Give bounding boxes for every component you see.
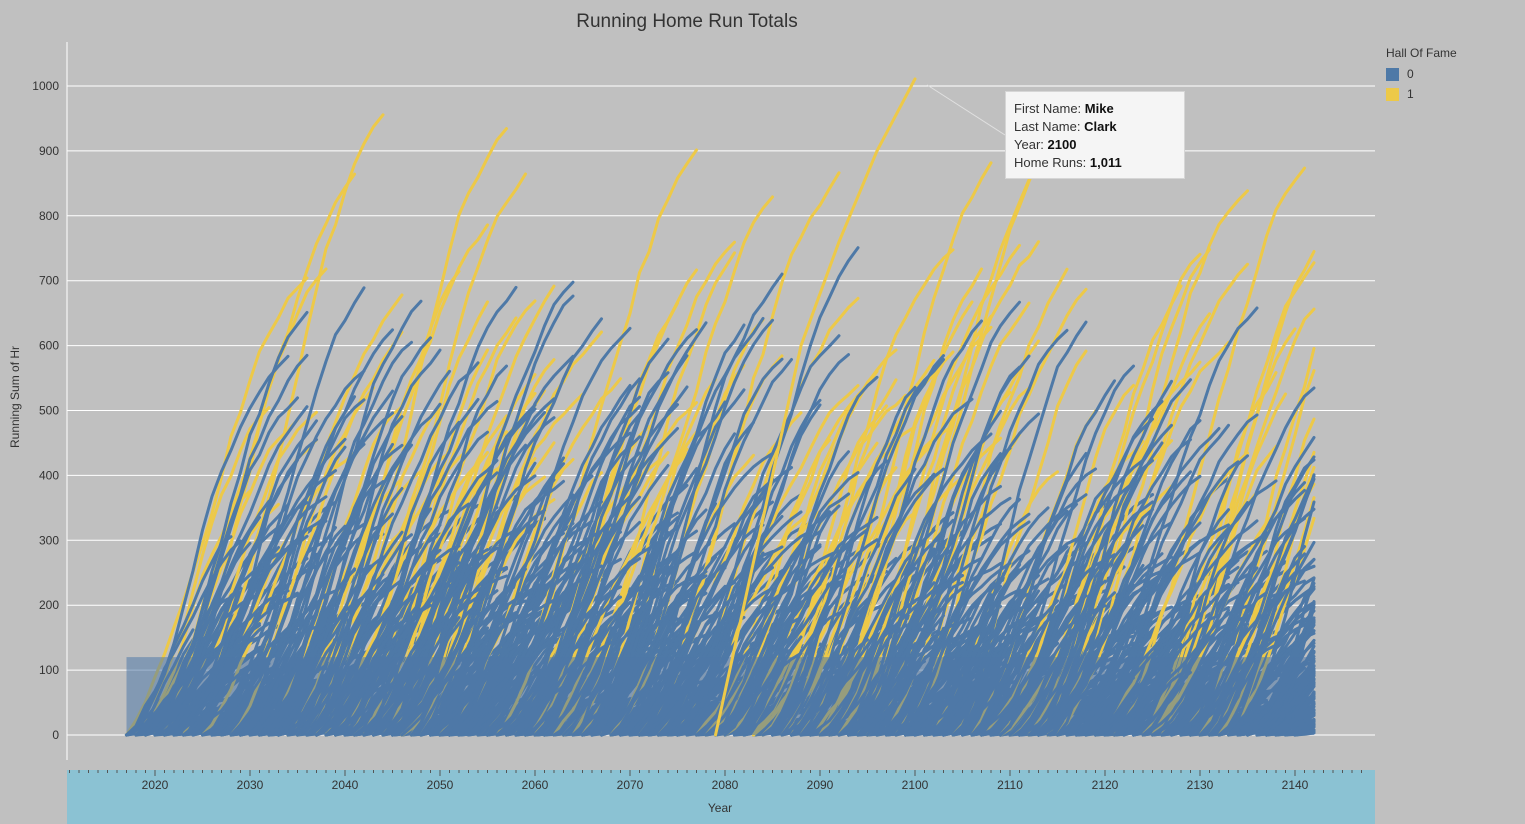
tooltip: First Name: Mike Last Name: Clark Year: … bbox=[1005, 91, 1185, 179]
chart-title: Running Home Run Totals bbox=[576, 11, 797, 32]
x-tick-label: 2080 bbox=[712, 778, 739, 792]
tooltip-key: Last Name: bbox=[1014, 119, 1081, 134]
y-tick-label: 400 bbox=[39, 468, 59, 482]
tooltip-row-year: Year: 2100 bbox=[1014, 136, 1176, 154]
tooltip-key: Home Runs: bbox=[1014, 155, 1087, 170]
legend-label-0: 0 bbox=[1407, 67, 1414, 81]
legend-title: Hall Of Fame bbox=[1386, 46, 1457, 60]
tooltip-value: 2100 bbox=[1047, 137, 1077, 152]
x-tick-label: 2040 bbox=[332, 778, 359, 792]
x-tick-label: 2060 bbox=[522, 778, 549, 792]
y-tick-label: 700 bbox=[39, 274, 59, 288]
highlighted-player-line[interactable] bbox=[714, 77, 917, 737]
y-tick-label: 300 bbox=[39, 533, 59, 547]
x-tick-label: 2140 bbox=[1282, 778, 1309, 792]
y-axis-title: Running Sum of Hr bbox=[8, 346, 22, 448]
dense-band bbox=[126, 657, 1314, 735]
y-tick-label: 1000 bbox=[32, 79, 59, 93]
legend-item-1[interactable]: 1 bbox=[1386, 84, 1457, 104]
y-tick-label: 900 bbox=[39, 144, 59, 158]
x-tick-label: 2100 bbox=[902, 778, 929, 792]
x-axis-band bbox=[67, 770, 1375, 824]
x-tick-labels: 2020 2030 2040 2050 2060 2070 2080 2090 2100 2110… bbox=[142, 778, 1309, 792]
y-tick-label: 200 bbox=[39, 598, 59, 612]
legend-label-1: 1 bbox=[1407, 87, 1414, 101]
x-tick-label: 2070 bbox=[617, 778, 644, 792]
tooltip-row-home-runs: Home Runs: 1,011 bbox=[1014, 154, 1176, 172]
y-tick-label: 600 bbox=[39, 339, 59, 353]
legend: Hall Of Fame 0 1 bbox=[1386, 46, 1457, 104]
y-tick-label: 100 bbox=[39, 663, 59, 677]
tooltip-value: 1,011 bbox=[1089, 155, 1122, 170]
y-tick-label: 800 bbox=[39, 209, 59, 223]
legend-swatch-0 bbox=[1386, 67, 1399, 81]
legend-item-0[interactable]: 0 bbox=[1386, 64, 1457, 84]
player-lines bbox=[125, 77, 1316, 737]
tooltip-connector bbox=[926, 84, 1006, 136]
tooltip-value: Clark bbox=[1084, 119, 1117, 134]
tooltip-key: First Name: bbox=[1014, 101, 1082, 116]
x-tick-marks bbox=[69, 770, 1362, 776]
y-tick-label: 500 bbox=[39, 404, 59, 418]
x-tick-label: 2090 bbox=[807, 778, 834, 792]
tooltip-value: Mike bbox=[1084, 101, 1114, 116]
legend-swatch-1 bbox=[1386, 87, 1399, 101]
x-tick-label: 2050 bbox=[427, 778, 454, 792]
x-tick-label: 2130 bbox=[1187, 778, 1214, 792]
x-axis-title: Year bbox=[708, 801, 732, 815]
y-tick-labels: 0 100 200 300 400 500 600 700 800 900 1000 bbox=[32, 79, 59, 742]
tooltip-row-first-name: First Name: Mike bbox=[1014, 100, 1176, 118]
tooltip-key: Year: bbox=[1014, 137, 1044, 152]
x-tick-label: 2020 bbox=[142, 778, 169, 792]
tooltip-row-last-name: Last Name: Clark bbox=[1014, 118, 1176, 136]
x-tick-label: 2120 bbox=[1092, 778, 1119, 792]
x-tick-label: 2110 bbox=[997, 778, 1023, 792]
x-tick-label: 2030 bbox=[237, 778, 264, 792]
y-tick-label: 0 bbox=[52, 728, 59, 742]
